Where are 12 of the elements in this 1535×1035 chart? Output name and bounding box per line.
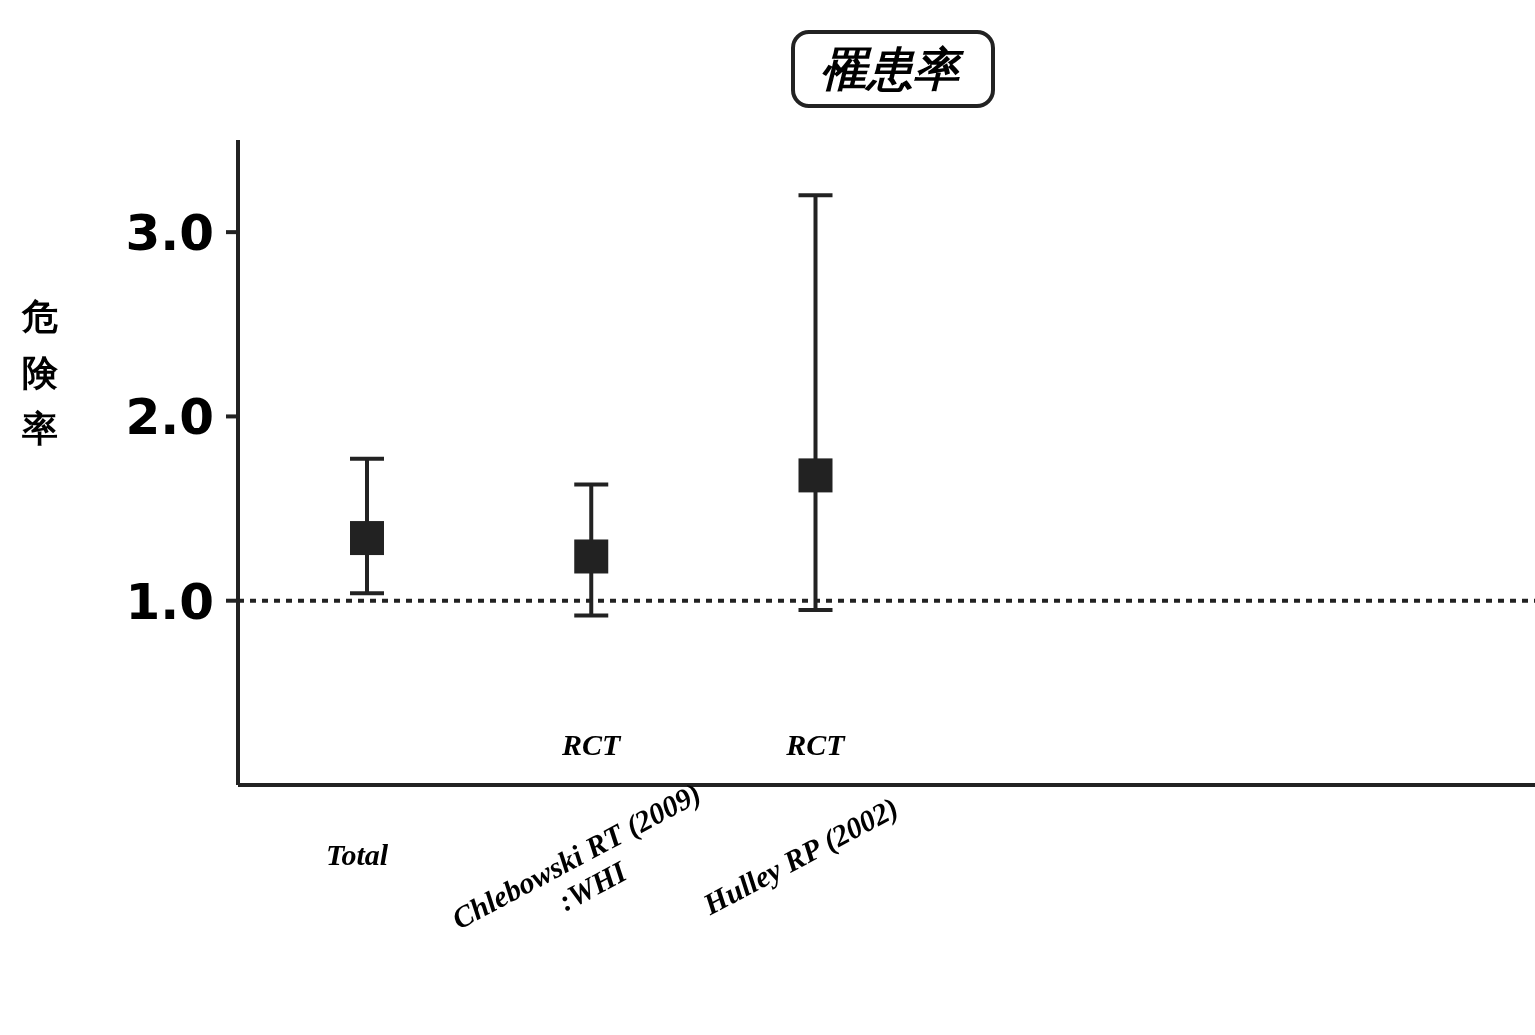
point <box>350 521 384 556</box>
annotation: RCT <box>785 728 847 761</box>
annotation: RCT <box>561 728 623 761</box>
chart-title: 罹患率 <box>821 42 965 96</box>
y-tick-label: 2.0 <box>125 388 214 447</box>
title: 罹患率 <box>791 30 995 108</box>
point <box>574 539 609 574</box>
y-tick-label: 3.0 <box>125 204 214 263</box>
y-axis-title: 危険率 <box>21 296 59 449</box>
y-tick-label: 1.0 <box>125 572 214 631</box>
x-tick-label: Total <box>325 838 389 871</box>
point <box>798 458 833 493</box>
